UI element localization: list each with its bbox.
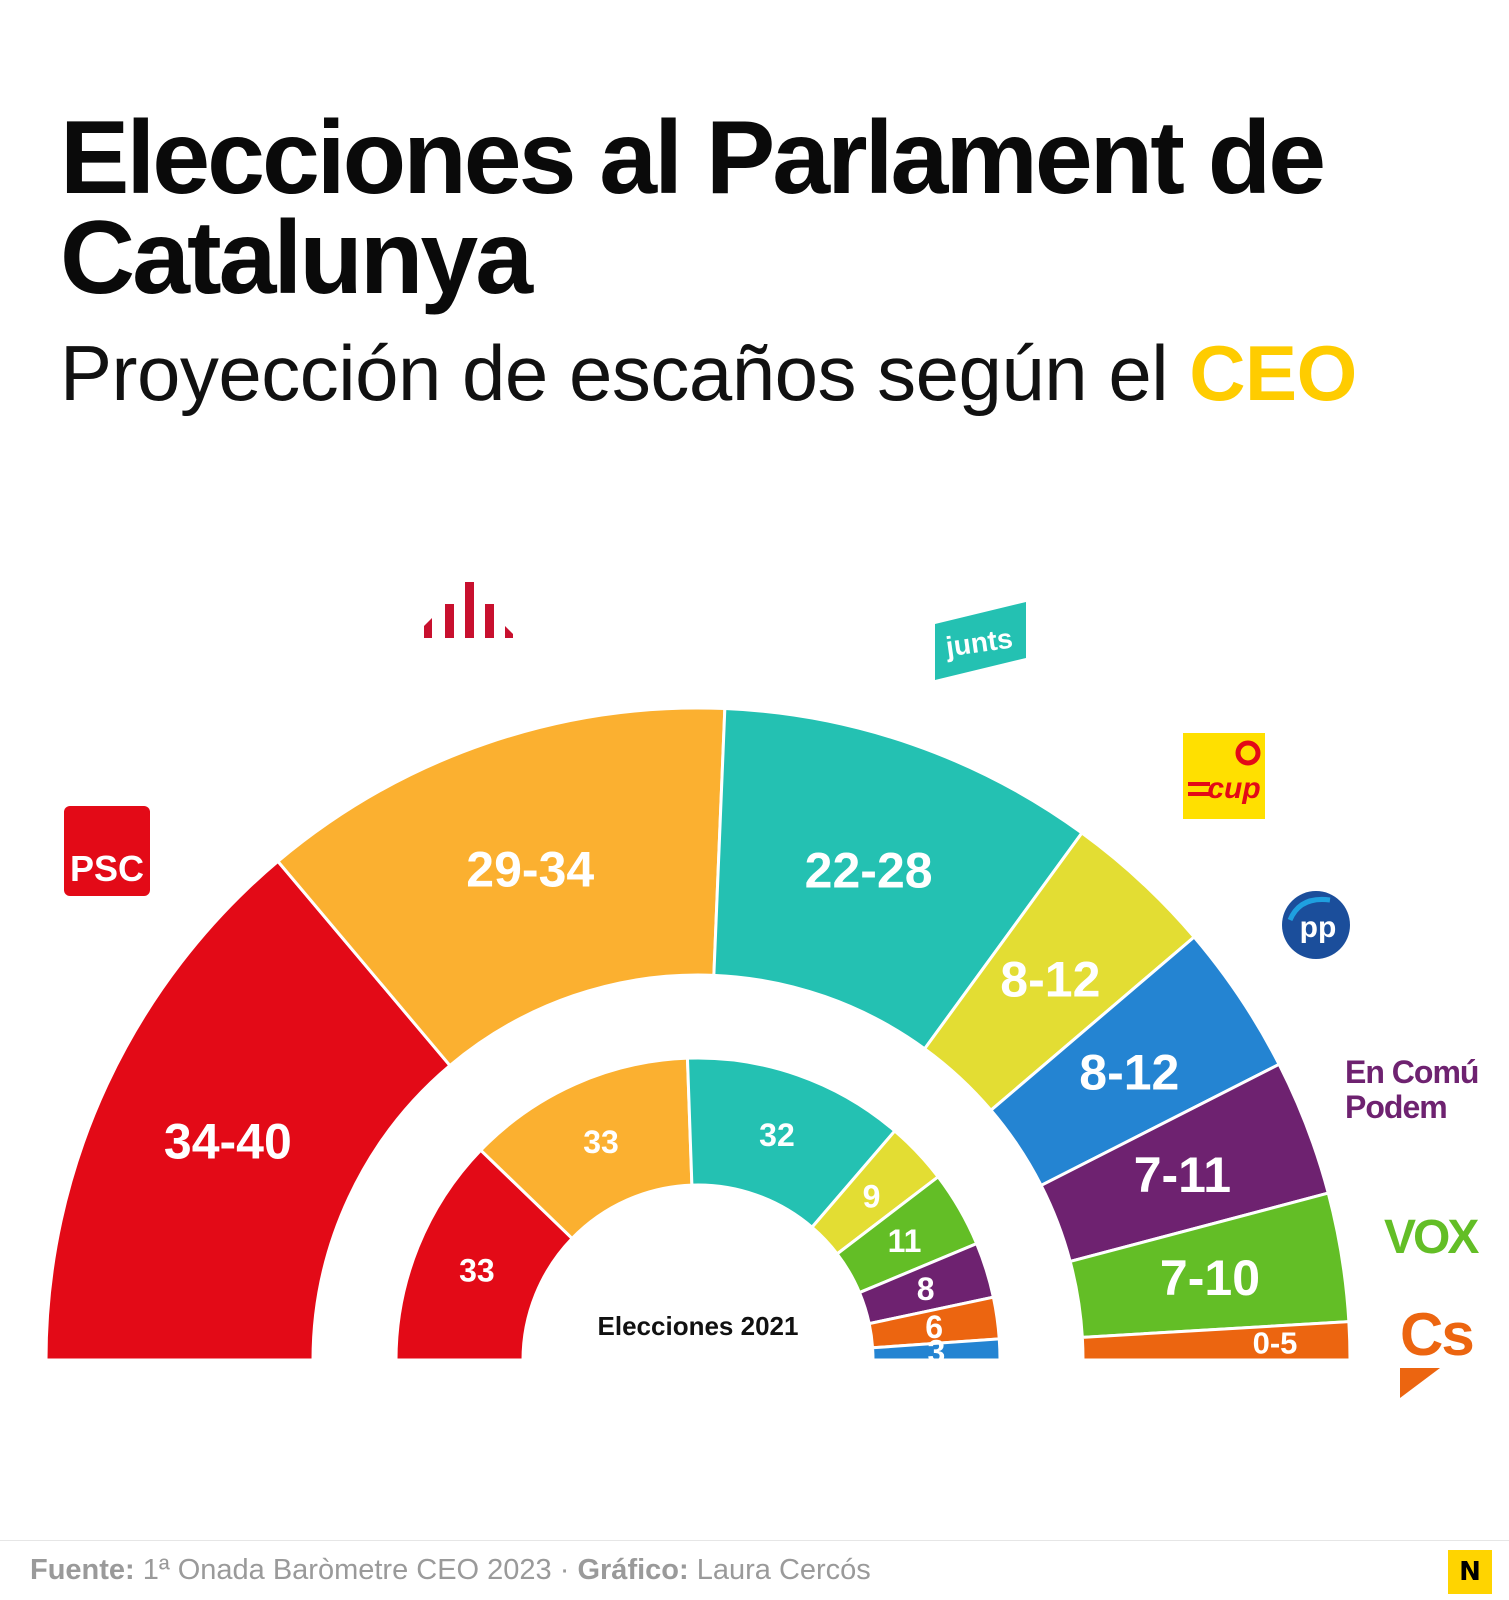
erc-stripe (505, 626, 513, 638)
outer-slice-junts (712, 706, 1084, 1051)
inner-slice-cup-label: 9 (863, 1178, 881, 1214)
inner-slice-junts-label: 32 (759, 1117, 795, 1153)
psc-logo-box (64, 806, 150, 896)
vox-logo-icon: VOX (1384, 1211, 1482, 1264)
inner-slice-psc-label: 33 (459, 1253, 495, 1289)
inner-ring: 33 33 32 911 863 Elecciones 2021 (394, 1056, 1002, 1370)
outer-slice-vox-label: 7-10 (1160, 1250, 1260, 1306)
cup-logo-mark (1235, 740, 1261, 766)
outer-slice-junts-label: 22-28 (805, 842, 933, 898)
footer-divider (0, 1540, 1509, 1541)
inner-slice-pp (870, 1337, 1002, 1362)
pp-logo-text: pp (1300, 911, 1337, 944)
inner-slice-cs-label: 6 (925, 1309, 943, 1345)
cup-logo-text: cup (1207, 772, 1260, 805)
cs-logo-icon: Cs (1400, 1301, 1475, 1398)
erc-stripe (485, 604, 494, 638)
vox-logo-text: VOX (1384, 1211, 1479, 1264)
cup-logo-stripe (1188, 792, 1210, 796)
inner-slice-en-com-podem-label: 8 (917, 1271, 935, 1307)
junts-logo-icon: junts (935, 602, 1026, 680)
page-subtitle: Proyección de escaños según el CEO (60, 328, 1357, 418)
pp-logo-arc (1287, 896, 1331, 922)
footer-source: Fuente: 1ª Onada Baròmetre CEO 2023 · Gr… (30, 1553, 871, 1587)
erc-stripe (465, 582, 474, 638)
source-text: 1ª Onada Baròmetre CEO 2023 · (142, 1554, 570, 1586)
outer-slice-en-com-podem-label: 7-11 (1134, 1147, 1231, 1203)
erc-stripe (424, 618, 432, 638)
cs-logo-arrow (1400, 1368, 1440, 1398)
junts-logo-shape (935, 602, 1026, 680)
credit-label: Gráfico: (577, 1554, 689, 1586)
erc-logo-icon (424, 582, 513, 638)
inner-slice-pp-label: 3 (927, 1334, 945, 1370)
cup-logo-stripe (1188, 782, 1210, 786)
cs-logo-text: Cs (1400, 1301, 1473, 1368)
inner-ring-caption: Elecciones 2021 (598, 1311, 799, 1341)
source-label: Fuente: (30, 1554, 135, 1586)
inner-slice-vox-label: 11 (888, 1223, 922, 1259)
outer-slice-cs (1080, 1320, 1352, 1362)
outer-slice-pp-label: 8-12 (1079, 1044, 1179, 1100)
psc-logo-icon: PSC (64, 806, 150, 896)
psc-logo-text: PSC (70, 848, 144, 889)
outer-slice-psc (44, 859, 453, 1362)
credit-text: Laura Cercós (696, 1554, 871, 1586)
cup-logo-box (1183, 733, 1265, 819)
comu-logo-line2: Podem (1345, 1089, 1447, 1125)
cup-logo-icon: cup (1183, 733, 1265, 819)
inner-slice-erc-label: 33 (583, 1124, 619, 1160)
outer-slice-cs-label: 0-5 (1253, 1326, 1298, 1361)
erc-stripe (445, 604, 454, 638)
page-title: Elecciones al Parlament de Catalunya (60, 100, 1326, 316)
outer-slice-psc-label: 34-40 (164, 1113, 292, 1169)
pp-logo-icon: pp (1282, 891, 1350, 959)
outer-slice-erc-label: 29-34 (466, 841, 594, 897)
comu-logo-line1: En Comú (1345, 1054, 1478, 1090)
subtitle-highlight: CEO (1189, 329, 1357, 417)
outer-slice-cup-label: 8-12 (1000, 952, 1100, 1008)
outer-slice-erc (275, 706, 727, 1068)
brand-badge: N (1448, 1550, 1492, 1594)
outer-ring: 34-40 29-34 22-28 8-12 8-12 7-11 7-10 0-5 (44, 706, 1352, 1362)
subtitle-text: Proyección de escaños según el (60, 329, 1169, 417)
